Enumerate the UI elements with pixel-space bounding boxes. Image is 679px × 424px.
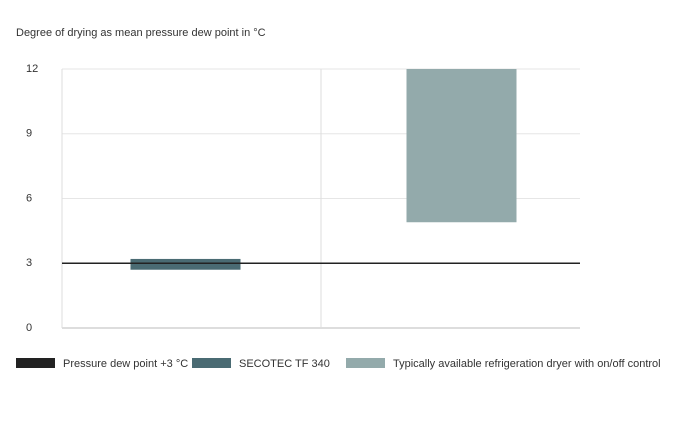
legend-label: SECOTEC TF 340 — [239, 358, 330, 370]
y-tick-label: 9 — [26, 128, 32, 140]
y-tick-label: 3 — [26, 257, 32, 269]
bar — [406, 69, 517, 223]
bar — [130, 258, 241, 270]
y-tick-label: 12 — [26, 63, 38, 75]
legend-label: Typically available refrigeration dryer … — [393, 358, 661, 370]
y-axis-label: Degree of drying as mean pressure dew po… — [16, 27, 266, 39]
y-tick-label: 0 — [26, 322, 32, 334]
legend-swatch — [16, 358, 55, 368]
legend-label: Pressure dew point +3 °C — [63, 358, 188, 370]
legend-swatch — [192, 358, 231, 368]
y-tick-label: 6 — [26, 192, 32, 204]
legend-swatch — [346, 358, 385, 368]
